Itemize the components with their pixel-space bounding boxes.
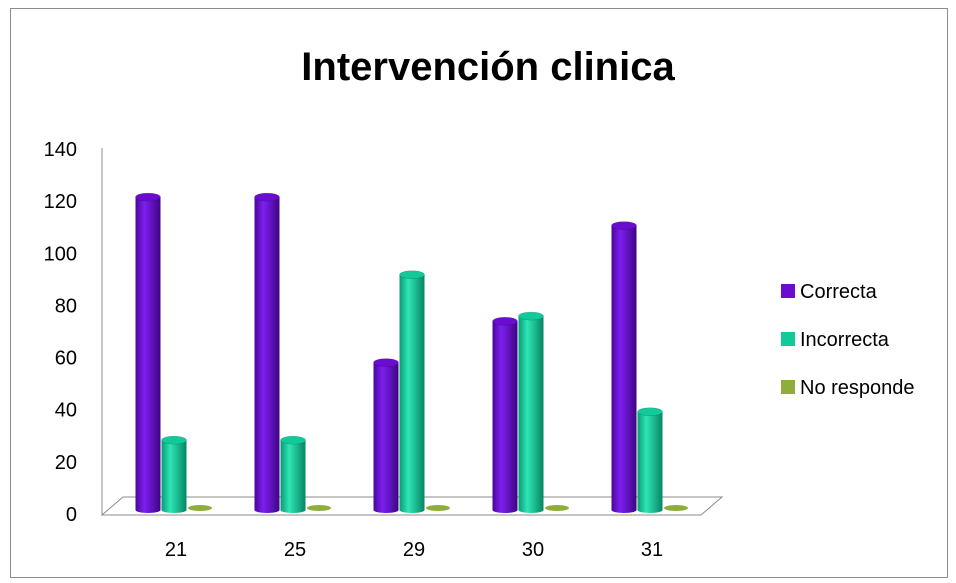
- bar-top: [373, 358, 399, 367]
- bar-incorrecta: [399, 274, 425, 510]
- x-tick-label: 21: [165, 539, 187, 561]
- bar-base: [399, 507, 425, 513]
- bar-top: [399, 270, 425, 279]
- bar-top: [492, 316, 518, 326]
- bar-correcta: [254, 197, 280, 510]
- bar-incorrecta: [161, 440, 187, 510]
- x-axis-ticks: 21 25 29 30 31: [165, 539, 663, 561]
- x-tick-label: 31: [641, 539, 663, 561]
- bar-correcta: [611, 225, 637, 511]
- legend-label: Incorrecta: [800, 329, 890, 351]
- legend-swatch: [781, 284, 795, 298]
- bar-top: [161, 435, 187, 445]
- bar-top: [135, 192, 161, 202]
- bar-no-responde: [664, 505, 688, 511]
- bar-base: [518, 507, 544, 513]
- y-tick-label: 140: [44, 139, 77, 161]
- legend-swatch: [781, 380, 795, 394]
- bar-top: [611, 221, 637, 230]
- legend-label: No responde: [800, 377, 915, 399]
- bar-base: [637, 507, 663, 513]
- bar-incorrecta: [280, 440, 306, 510]
- bar-incorrecta: [637, 411, 663, 510]
- legend-swatch: [781, 332, 795, 346]
- bar-correcta: [135, 197, 161, 510]
- bar-base: [161, 507, 187, 513]
- y-tick-label: 20: [55, 452, 77, 474]
- y-tick-label: 60: [55, 348, 77, 370]
- x-tick-label: 29: [403, 539, 425, 561]
- bar-base: [254, 507, 280, 513]
- chart-legend: Correcta Incorrecta No responde: [781, 281, 915, 399]
- bar-top: [518, 311, 544, 321]
- bar-base: [611, 507, 637, 513]
- bar-top: [280, 435, 306, 445]
- y-tick-label: 40: [55, 400, 77, 422]
- y-tick-label: 0: [66, 504, 77, 526]
- bar-base: [135, 507, 161, 513]
- bar-correcta: [492, 321, 518, 510]
- y-tick-label: 120: [44, 191, 77, 213]
- chart-bars: [135, 192, 688, 513]
- bar-base: [280, 507, 306, 513]
- bar-no-responde: [307, 505, 331, 511]
- bar-base: [373, 507, 399, 513]
- y-tick-label: 80: [55, 295, 77, 317]
- bar-no-responde: [188, 505, 212, 511]
- bar-top: [254, 192, 280, 202]
- y-tick-label: 100: [44, 243, 77, 265]
- legend-label: Correcta: [800, 281, 878, 303]
- bar-base: [492, 507, 518, 513]
- bar-no-responde: [426, 505, 450, 511]
- bar-no-responde: [545, 505, 569, 511]
- bar-top: [637, 407, 663, 416]
- chart-title: Intervención clinica: [301, 45, 675, 89]
- bar-incorrecta: [518, 316, 544, 510]
- x-tick-label: 30: [522, 539, 544, 561]
- bar-correcta: [373, 362, 399, 510]
- x-tick-label: 25: [284, 539, 306, 561]
- y-axis-ticks: 0 20 40 60 80 100 120 140: [44, 139, 77, 526]
